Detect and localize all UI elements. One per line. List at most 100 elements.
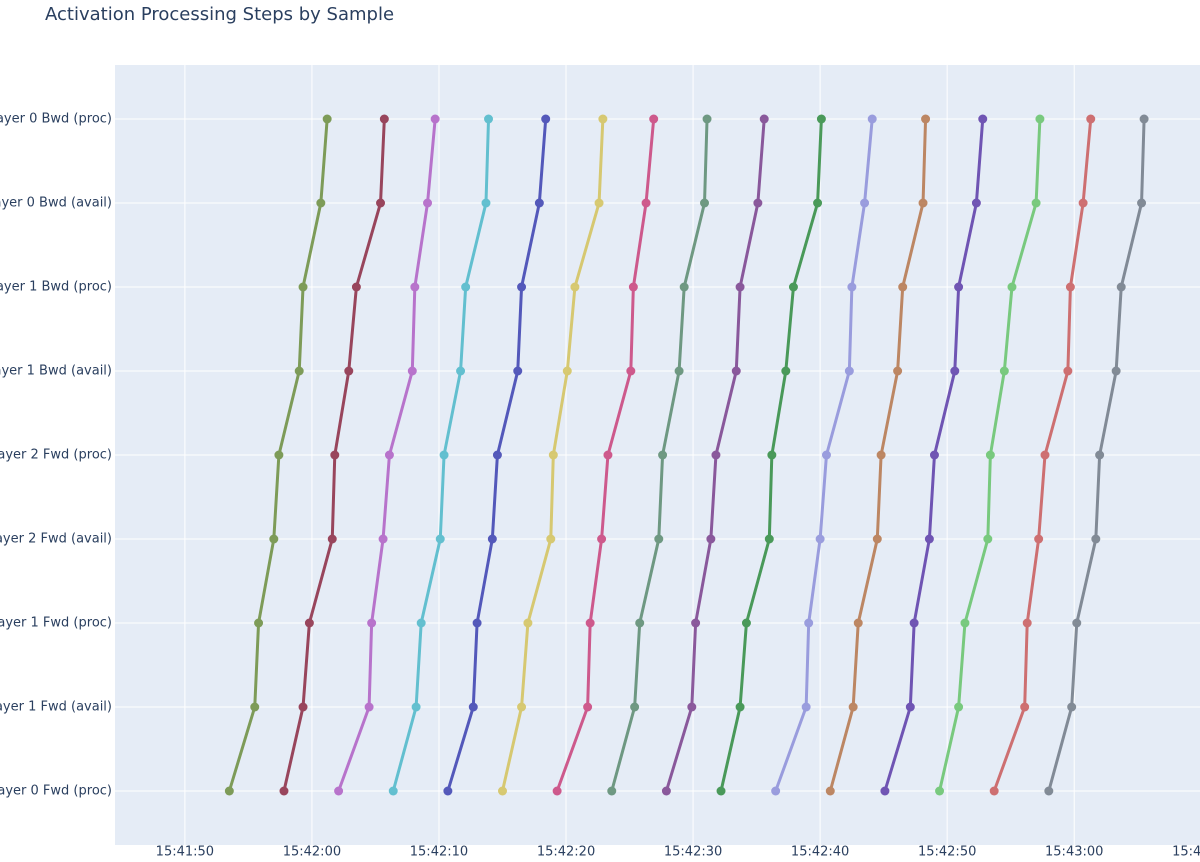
trace-point	[481, 198, 491, 208]
trace-point	[918, 198, 928, 208]
trace-point	[691, 618, 701, 628]
trace-point	[853, 618, 863, 628]
trace-point	[628, 282, 638, 292]
trace-point	[439, 450, 449, 460]
trace-point	[304, 618, 314, 628]
trace-point	[880, 786, 890, 796]
trace-point	[546, 534, 556, 544]
trace-point	[379, 114, 389, 124]
trace-point	[585, 618, 595, 628]
trace-point	[364, 702, 374, 712]
trace-point	[1063, 366, 1073, 376]
trace-point	[1111, 366, 1121, 376]
trace-point	[548, 450, 558, 460]
trace-point	[498, 786, 507, 796]
trace-point	[1067, 702, 1077, 712]
sample-trace	[607, 114, 712, 796]
trace-point	[848, 702, 858, 712]
trace-point	[597, 534, 607, 544]
x-tick-label: 15:42:50	[918, 845, 976, 860]
trace-point	[954, 282, 964, 292]
trace-point	[513, 366, 523, 376]
trace-point	[376, 198, 386, 208]
trace-point	[929, 450, 939, 460]
trace-point	[269, 534, 279, 544]
trace-point	[594, 198, 604, 208]
trace-point	[1031, 198, 1041, 208]
trace-point	[224, 786, 234, 796]
trace-point	[344, 366, 354, 376]
trace-point	[716, 786, 726, 796]
trace-point	[430, 114, 440, 124]
trace-point	[674, 366, 684, 376]
x-tick-label: 15:42:10	[410, 845, 468, 860]
trace-point	[598, 114, 608, 124]
trace-point	[541, 114, 551, 124]
y-tick-label: Layer 1 Bwd (proc)	[0, 280, 112, 295]
trace-point	[687, 702, 697, 712]
trace-point	[654, 534, 664, 544]
trace-point	[1078, 198, 1088, 208]
trace-point	[423, 198, 433, 208]
trace-point	[322, 114, 332, 124]
trace-point	[985, 450, 995, 460]
y-tick-label: Layer 2 Fwd (avail)	[0, 532, 112, 547]
sample-trace	[1044, 114, 1149, 796]
trace-point	[570, 282, 580, 292]
y-tick-label: Layer 1 Bwd (avail)	[0, 364, 112, 379]
trace-point	[801, 702, 811, 712]
trace-point	[821, 450, 831, 460]
trace-point	[327, 534, 337, 544]
trace-point	[950, 366, 960, 376]
trace-point	[416, 618, 426, 628]
trace-point	[552, 786, 562, 796]
trace-point	[250, 702, 260, 712]
sample-trace	[880, 114, 988, 796]
trace-point	[867, 114, 877, 124]
y-tick-label: Layer 0 Bwd (avail)	[0, 196, 112, 211]
trace-point	[731, 366, 741, 376]
trace-point	[1022, 618, 1032, 628]
trace-point	[1035, 114, 1045, 124]
trace-point	[1034, 534, 1044, 544]
sample-trace	[661, 114, 769, 796]
trace-point	[661, 786, 671, 796]
trace-point	[781, 366, 791, 376]
trace-point	[816, 114, 826, 124]
trace-point	[978, 114, 988, 124]
y-tick-label: Layer 2 Fwd (proc)	[0, 448, 112, 463]
trace-point	[635, 618, 645, 628]
trace-point	[1020, 702, 1030, 712]
trace-point	[443, 786, 453, 796]
trace-point	[905, 702, 915, 712]
sample-trace	[443, 114, 551, 796]
x-tick-label: 15:42:20	[537, 845, 595, 860]
trace-point	[294, 366, 304, 376]
trace-point	[461, 282, 471, 292]
trace-point	[1139, 114, 1149, 124]
trace-point	[971, 198, 981, 208]
trace-point	[630, 702, 640, 712]
trace-point	[1137, 198, 1147, 208]
trace-point	[1044, 786, 1054, 796]
trace-point	[898, 282, 908, 292]
trace-point	[788, 282, 798, 292]
trace-point	[771, 786, 781, 796]
trace-point	[367, 618, 377, 628]
trace-point	[815, 534, 825, 544]
sample-trace	[716, 114, 826, 796]
trace-point	[316, 198, 326, 208]
trace-point	[534, 198, 544, 208]
sample-trace	[498, 114, 608, 796]
trace-point	[410, 282, 420, 292]
sample-trace	[334, 114, 440, 796]
trace-point	[603, 450, 613, 460]
trace-point	[330, 450, 340, 460]
trace-point	[759, 114, 769, 124]
trace-point	[935, 786, 945, 796]
trace-point	[254, 618, 264, 628]
trace-point	[468, 702, 478, 712]
trace-point	[298, 282, 308, 292]
trace-point	[735, 282, 745, 292]
